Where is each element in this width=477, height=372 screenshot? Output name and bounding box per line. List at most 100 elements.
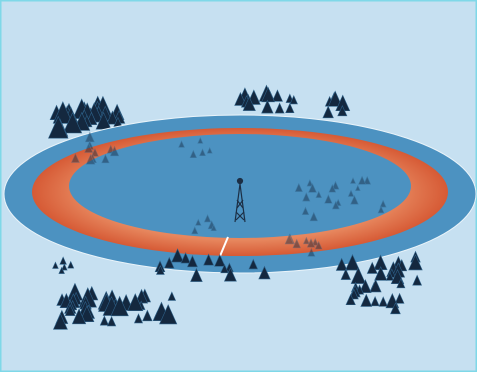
tree (347, 189, 355, 197)
tree (285, 233, 295, 244)
tree (180, 252, 191, 264)
tree (84, 142, 94, 153)
tree (350, 177, 356, 184)
tree (71, 153, 80, 163)
tree (52, 313, 68, 330)
marker-line (219, 236, 229, 257)
tree (248, 258, 259, 270)
tree (106, 110, 119, 125)
tree (303, 236, 310, 245)
tree (88, 153, 97, 163)
tree (331, 180, 340, 190)
tree (84, 131, 95, 143)
tree (390, 302, 401, 315)
tree (360, 293, 373, 307)
tree (61, 263, 68, 271)
tree (203, 253, 214, 266)
tree (186, 254, 198, 268)
tree (274, 102, 285, 114)
tree (358, 175, 367, 185)
tree (350, 266, 366, 284)
tree (133, 313, 144, 324)
radio-tower (234, 177, 246, 223)
tree (159, 304, 178, 325)
tree (220, 263, 229, 274)
tree (289, 95, 298, 105)
tree (377, 205, 385, 214)
tree (370, 296, 380, 307)
tree (190, 267, 203, 282)
tree (258, 265, 271, 280)
tree (385, 271, 395, 281)
tree (171, 248, 184, 263)
tree (378, 296, 388, 307)
tree (301, 206, 310, 215)
tree (242, 96, 256, 111)
tree (309, 211, 318, 222)
tree (302, 192, 311, 202)
tree (203, 214, 212, 223)
tree (110, 295, 129, 317)
tree (167, 291, 177, 301)
tree (48, 115, 69, 139)
tree (142, 309, 153, 322)
tree (101, 153, 110, 164)
tree (195, 218, 202, 226)
tree (324, 194, 333, 204)
tree (52, 261, 59, 269)
trees-back (48, 84, 351, 139)
tree (199, 148, 206, 156)
tree (106, 144, 115, 154)
tree (210, 224, 217, 231)
tree (408, 254, 423, 271)
tree (164, 256, 175, 269)
tree (85, 140, 94, 150)
tree (261, 99, 274, 114)
tree (396, 278, 406, 289)
tree (379, 199, 387, 208)
tree (285, 102, 295, 113)
tree (294, 182, 303, 192)
tree (322, 105, 334, 119)
tree (369, 279, 382, 293)
tree (206, 146, 213, 154)
tree (109, 145, 120, 157)
tree (284, 233, 294, 245)
tree (394, 292, 405, 304)
tree (71, 308, 87, 325)
tree (62, 111, 83, 134)
tree (207, 220, 216, 230)
tree (234, 91, 247, 106)
tree (331, 200, 340, 210)
tree (99, 315, 109, 326)
tree (127, 293, 144, 312)
tree (106, 315, 117, 327)
tree (307, 247, 316, 257)
tree (314, 240, 323, 250)
tree (335, 257, 348, 271)
tree (366, 261, 378, 274)
tree (189, 149, 198, 158)
tree (308, 182, 317, 193)
tree (223, 267, 237, 282)
tree (91, 148, 99, 157)
tree (359, 279, 372, 293)
tree (327, 90, 343, 107)
tree (306, 238, 316, 248)
tree (328, 184, 337, 193)
tree (178, 140, 185, 148)
tree (355, 184, 361, 191)
tree (292, 238, 301, 249)
tree (311, 238, 319, 246)
tree (345, 293, 356, 306)
tree (412, 274, 423, 286)
tree (79, 305, 95, 322)
tree (85, 153, 96, 165)
tree (271, 89, 283, 102)
tree (374, 266, 388, 281)
tree (363, 175, 372, 185)
tree (59, 256, 67, 265)
tree (340, 268, 351, 280)
